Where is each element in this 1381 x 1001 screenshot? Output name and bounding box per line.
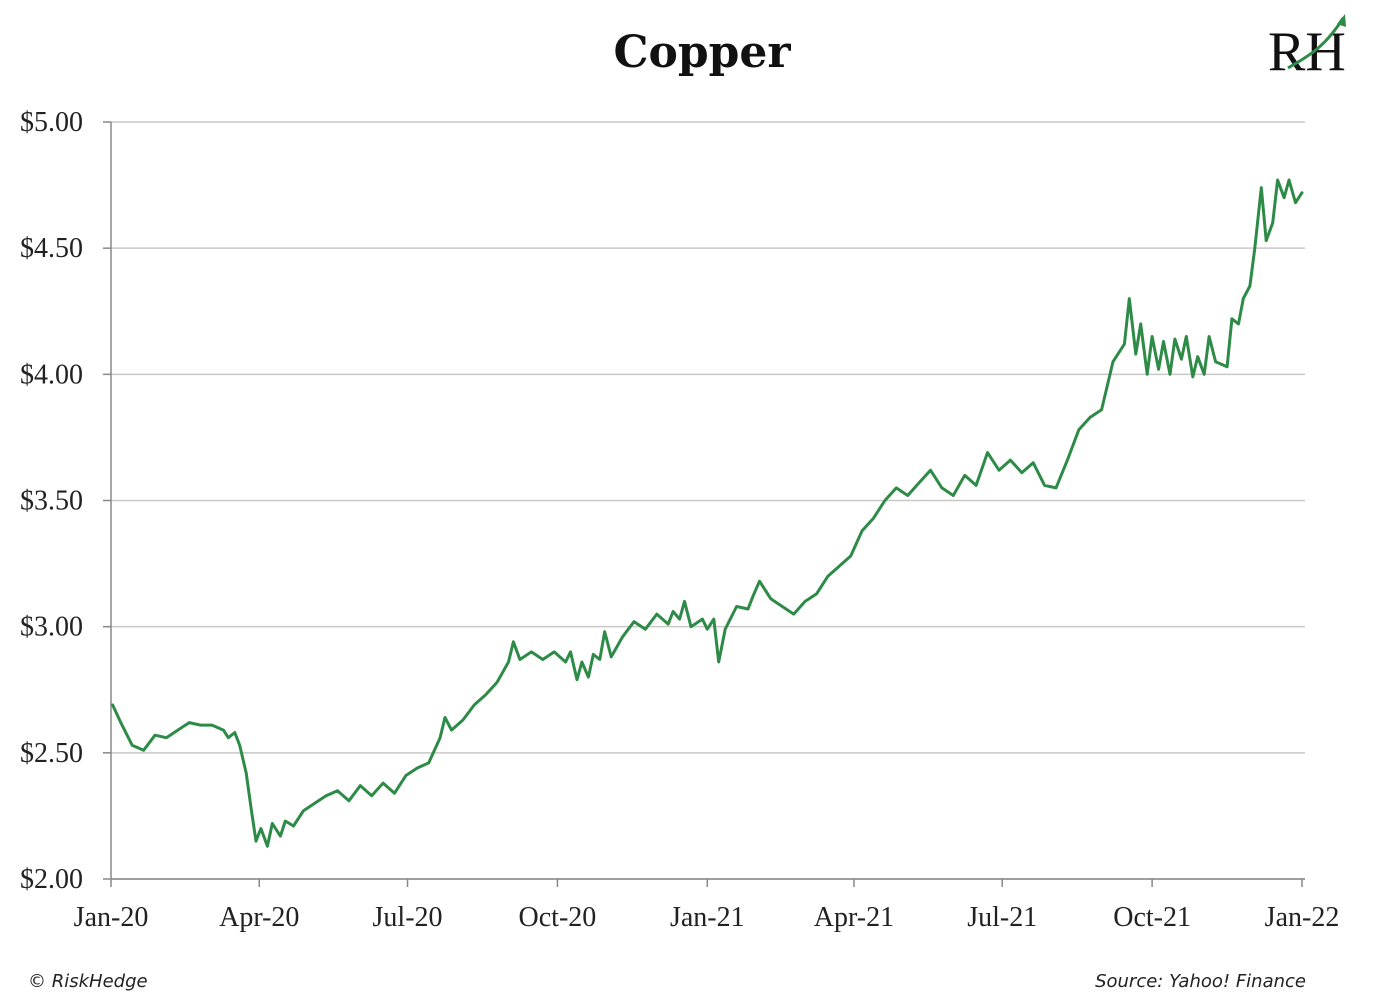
y-tick-label: $4.50 bbox=[20, 233, 83, 264]
y-axis: $2.00 $2.50 $3.00 $3.50 $4.00 $4.50 $5.00 bbox=[20, 107, 112, 895]
x-tick-label: Jan-22 bbox=[1265, 902, 1340, 933]
series-layer bbox=[111, 178, 1304, 848]
gridlines bbox=[111, 121, 1305, 880]
y-tick-label: $2.00 bbox=[20, 864, 83, 895]
logo: RH bbox=[1268, 14, 1346, 83]
y-tick-label: $4.00 bbox=[20, 359, 83, 390]
logo-arrowhead-icon bbox=[1337, 14, 1346, 27]
x-axis: Jan-20 Apr-20 Jul-20 Oct-20 Jan-21 Apr-21 Jul-… bbox=[74, 878, 1340, 933]
logo-arrow-icon bbox=[1287, 17, 1345, 70]
source-footer: Source: Yahoo! Finance bbox=[1095, 971, 1306, 992]
y-tick-label: $5.00 bbox=[20, 107, 83, 138]
y-tick-label: $2.50 bbox=[20, 738, 83, 769]
y-tick-label: $3.00 bbox=[20, 612, 83, 643]
y-tick-label: $3.50 bbox=[20, 486, 83, 517]
chart-title: Copper bbox=[613, 27, 791, 78]
x-tick-label: Jul-21 bbox=[967, 902, 1037, 933]
copyright-footer: © RiskHedge bbox=[28, 971, 148, 992]
x-tick-label: Jan-20 bbox=[74, 902, 149, 933]
x-tick-label: Apr-20 bbox=[219, 902, 299, 933]
copper-price-line bbox=[111, 178, 1304, 848]
x-tick-label: Oct-21 bbox=[1113, 902, 1191, 933]
x-tick-label: Jul-20 bbox=[373, 902, 443, 933]
x-tick-label: Apr-21 bbox=[814, 902, 894, 933]
x-tick-label: Oct-20 bbox=[519, 902, 597, 933]
x-tick-label: Jan-21 bbox=[670, 902, 745, 933]
